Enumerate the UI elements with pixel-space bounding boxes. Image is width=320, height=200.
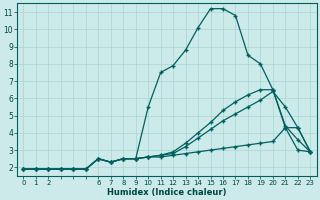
X-axis label: Humidex (Indice chaleur): Humidex (Indice chaleur) xyxy=(107,188,227,197)
